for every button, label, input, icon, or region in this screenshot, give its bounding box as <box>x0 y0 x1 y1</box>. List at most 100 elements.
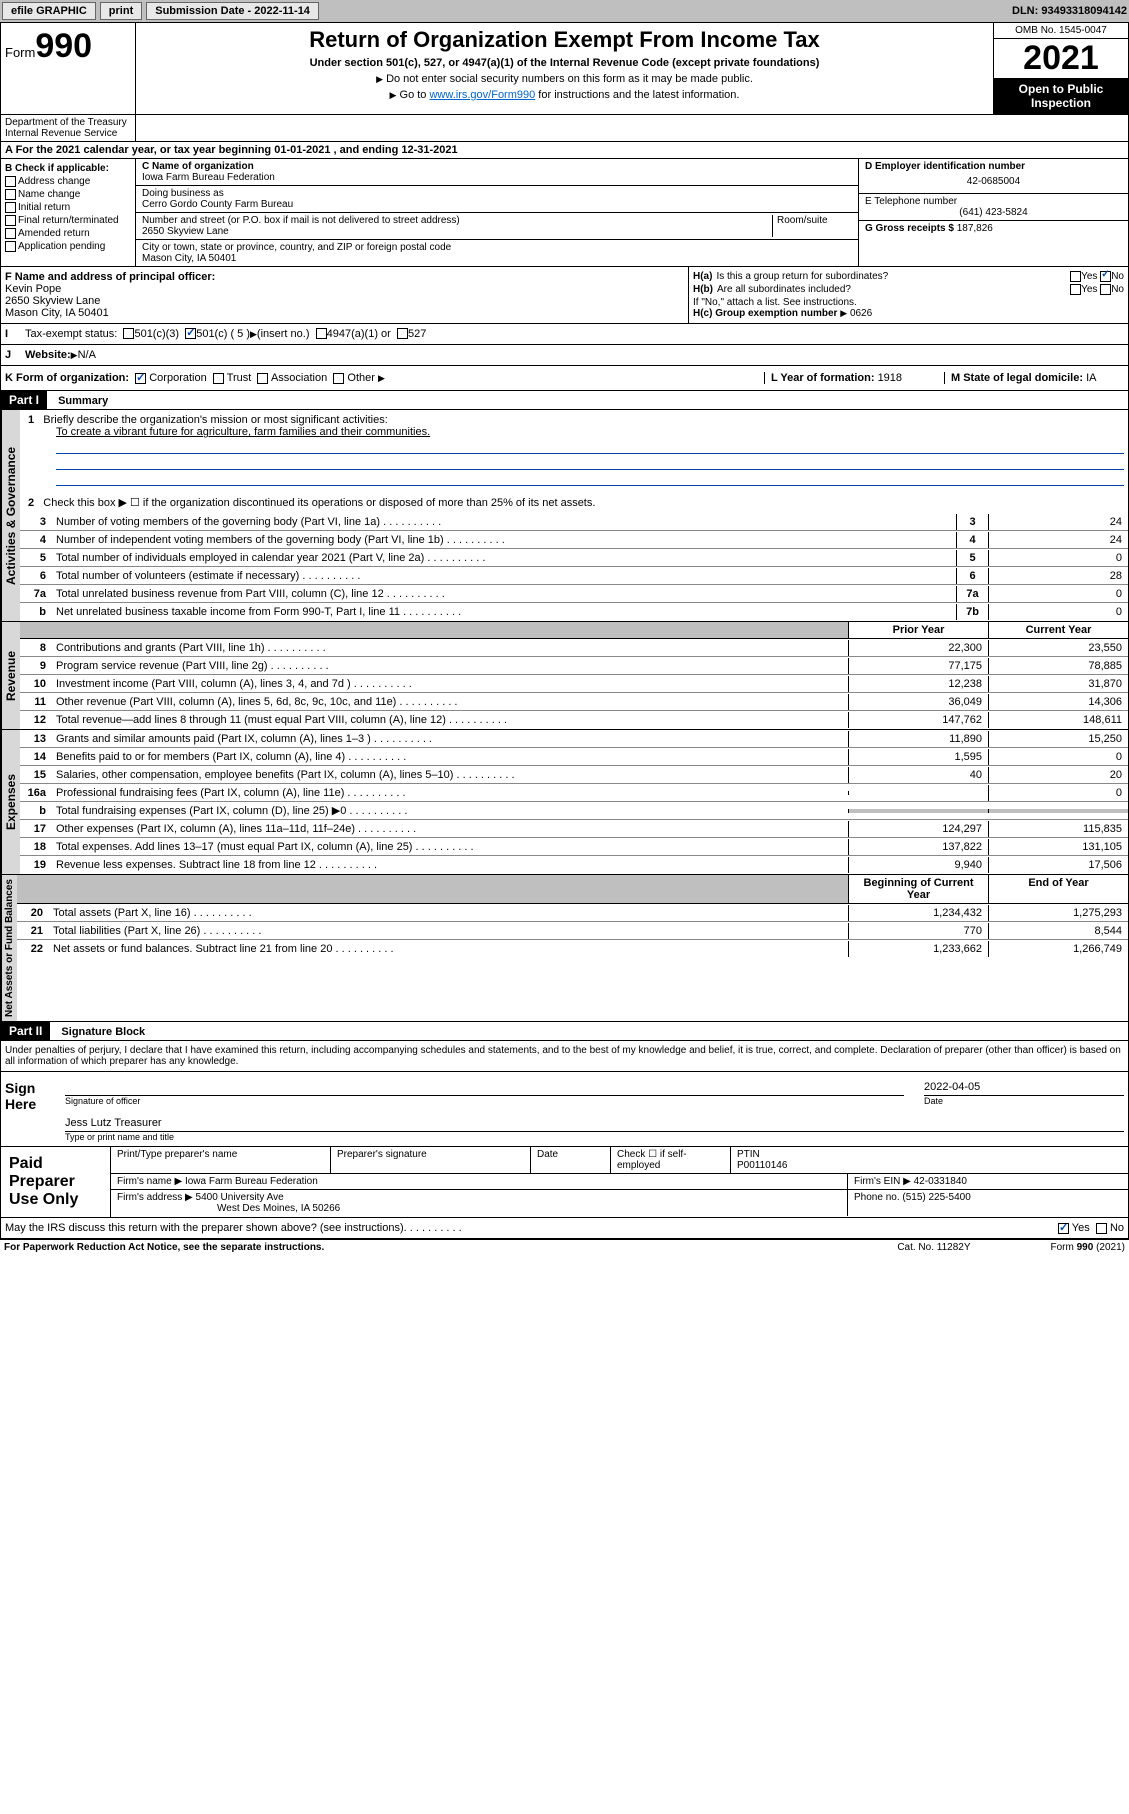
open-public: Open to Public Inspection <box>994 78 1128 114</box>
row-fh: F Name and address of principal officer:… <box>0 267 1129 324</box>
arrow-icon <box>376 73 383 85</box>
firm-ein-label: Firm's EIN ▶ <box>854 1176 914 1187</box>
phone-label: Phone no. <box>854 1192 902 1203</box>
hb-no[interactable] <box>1100 284 1111 295</box>
website: N/A <box>78 349 96 361</box>
other: Other <box>347 372 375 384</box>
arrow-icon <box>840 308 847 319</box>
phone: (641) 423-5824 <box>865 207 1122 218</box>
corp: Corporation <box>149 372 206 384</box>
date-label: Date <box>924 1096 1124 1106</box>
cb-other[interactable] <box>333 373 344 384</box>
part2-title: Signature Block <box>53 1024 153 1040</box>
l-label: L Year of formation: <box>771 372 878 384</box>
cb-amended: Amended return <box>18 228 90 239</box>
cb-501c3[interactable] <box>123 328 134 339</box>
cb-trust[interactable] <box>213 373 224 384</box>
section-gov: Activities & Governance 1 Briefly descri… <box>0 410 1129 622</box>
cb-corp[interactable] <box>135 373 146 384</box>
hb-yes[interactable] <box>1070 284 1081 295</box>
row-k: K Form of organization: Corporation Trus… <box>0 366 1129 391</box>
checkbox-final[interactable] <box>5 215 16 226</box>
check-b-label: B Check if applicable: <box>5 163 131 174</box>
prep-phone: (515) 225-5400 <box>902 1192 970 1203</box>
cb-501c[interactable] <box>185 328 196 339</box>
table-row: 11Other revenue (Part VIII, column (A), … <box>20 693 1128 711</box>
ha-yes[interactable] <box>1070 271 1081 282</box>
firm-name-label: Firm's name ▶ <box>117 1176 185 1187</box>
ha-no[interactable] <box>1100 271 1111 282</box>
penalty-text: Under penalties of perjury, I declare th… <box>0 1041 1129 1072</box>
opt-501c: 501(c) ( 5 ) <box>196 328 250 340</box>
checkbox-name[interactable] <box>5 189 16 200</box>
prep-name-label: Print/Type preparer's name <box>111 1147 331 1173</box>
i-label: Tax-exempt status: <box>25 328 117 340</box>
blank-line <box>56 440 1124 454</box>
footer-mid: Cat. No. 11282Y <box>897 1242 970 1253</box>
vert-gov: Activities & Governance <box>1 410 20 621</box>
table-row: 17Other expenses (Part IX, column (A), l… <box>20 820 1128 838</box>
cb-assoc[interactable] <box>257 373 268 384</box>
vert-net: Net Assets or Fund Balances <box>1 875 17 1021</box>
section-exp: Expenses 13Grants and similar amounts pa… <box>0 730 1129 875</box>
officer-street: 2650 Skyview Lane <box>5 295 684 307</box>
checkbox-address[interactable] <box>5 176 16 187</box>
irs-link[interactable]: www.irs.gov/Form990 <box>429 89 535 101</box>
checkbox-amended[interactable] <box>5 228 16 239</box>
cb-4947[interactable] <box>316 328 327 339</box>
g-label: G Gross receipts $ <box>865 223 957 234</box>
name-title-line: Jess Lutz Treasurer <box>65 1112 1124 1132</box>
prep-sig-label: Preparer's signature <box>331 1147 531 1173</box>
tax-period: A For the 2021 calendar year, or tax yea… <box>0 142 1129 159</box>
table-row: 15Salaries, other compensation, employee… <box>20 766 1128 784</box>
yes-label2: Yes <box>1081 284 1097 295</box>
arrow-icon <box>390 89 397 101</box>
discuss-no-label: No <box>1110 1222 1124 1234</box>
firm-ein: 42-0331840 <box>914 1176 967 1187</box>
cb-initial: Initial return <box>18 202 70 213</box>
ptin: P00110146 <box>737 1160 787 1171</box>
c-label: C Name of organization <box>142 161 852 172</box>
checkbox-pending[interactable] <box>5 241 16 252</box>
firm-addr-label: Firm's address ▶ <box>117 1192 196 1203</box>
form-label: Form <box>5 45 35 60</box>
cb-addr: Address change <box>18 176 90 187</box>
firm-addr2: West Des Moines, IA 50266 <box>217 1203 340 1214</box>
table-row: 9Program service revenue (Part VIII, lin… <box>20 657 1128 675</box>
dots <box>404 1222 462 1234</box>
trust: Trust <box>227 372 252 384</box>
print-button[interactable]: print <box>100 2 142 20</box>
room-label: Room/suite <box>772 215 852 237</box>
dln: DLN: 93493318094142 <box>1012 5 1127 17</box>
l-val: 1918 <box>878 372 902 384</box>
table-row: 20Total assets (Part X, line 16)1,234,43… <box>17 904 1128 922</box>
part2-header: Part II Signature Block <box>0 1022 1129 1041</box>
footer-right: Form 990 (2021) <box>1051 1242 1125 1253</box>
mission: To create a vibrant future for agricultu… <box>56 426 430 438</box>
omb-number: OMB No. 1545-0047 <box>994 23 1128 39</box>
m-val: IA <box>1086 372 1096 384</box>
check-self: Check ☐ if self-employed <box>611 1147 731 1173</box>
cb-pending: Application pending <box>18 241 105 252</box>
type-name-label: Type or print name and title <box>65 1132 1124 1142</box>
table-row: 14Benefits paid to or for members (Part … <box>20 748 1128 766</box>
officer-name: Kevin Pope <box>5 283 684 295</box>
discuss-no[interactable] <box>1096 1223 1107 1234</box>
assoc: Association <box>271 372 327 384</box>
discuss-row: May the IRS discuss this return with the… <box>0 1218 1129 1239</box>
no-label2: No <box>1111 284 1124 295</box>
table-row: bTotal fundraising expenses (Part IX, co… <box>20 802 1128 820</box>
checkbox-initial[interactable] <box>5 202 16 213</box>
hc-val: 0626 <box>850 308 872 319</box>
discuss-yes[interactable] <box>1058 1223 1069 1234</box>
cb-527[interactable] <box>397 328 408 339</box>
part1-header: Part I Summary <box>0 391 1129 410</box>
name-title: Jess Lutz Treasurer <box>65 1117 162 1129</box>
d-label: D Employer identification number <box>865 161 1122 172</box>
city: Mason City, IA 50401 <box>142 253 852 264</box>
discuss-text: May the IRS discuss this return with the… <box>5 1222 404 1234</box>
sig-officer-line[interactable] <box>65 1076 904 1096</box>
form-subtitle: Under section 501(c), 527, or 4947(a)(1)… <box>140 57 989 69</box>
row-j: J Website: N/A <box>0 345 1129 366</box>
discuss-yes-label: Yes <box>1072 1222 1090 1234</box>
